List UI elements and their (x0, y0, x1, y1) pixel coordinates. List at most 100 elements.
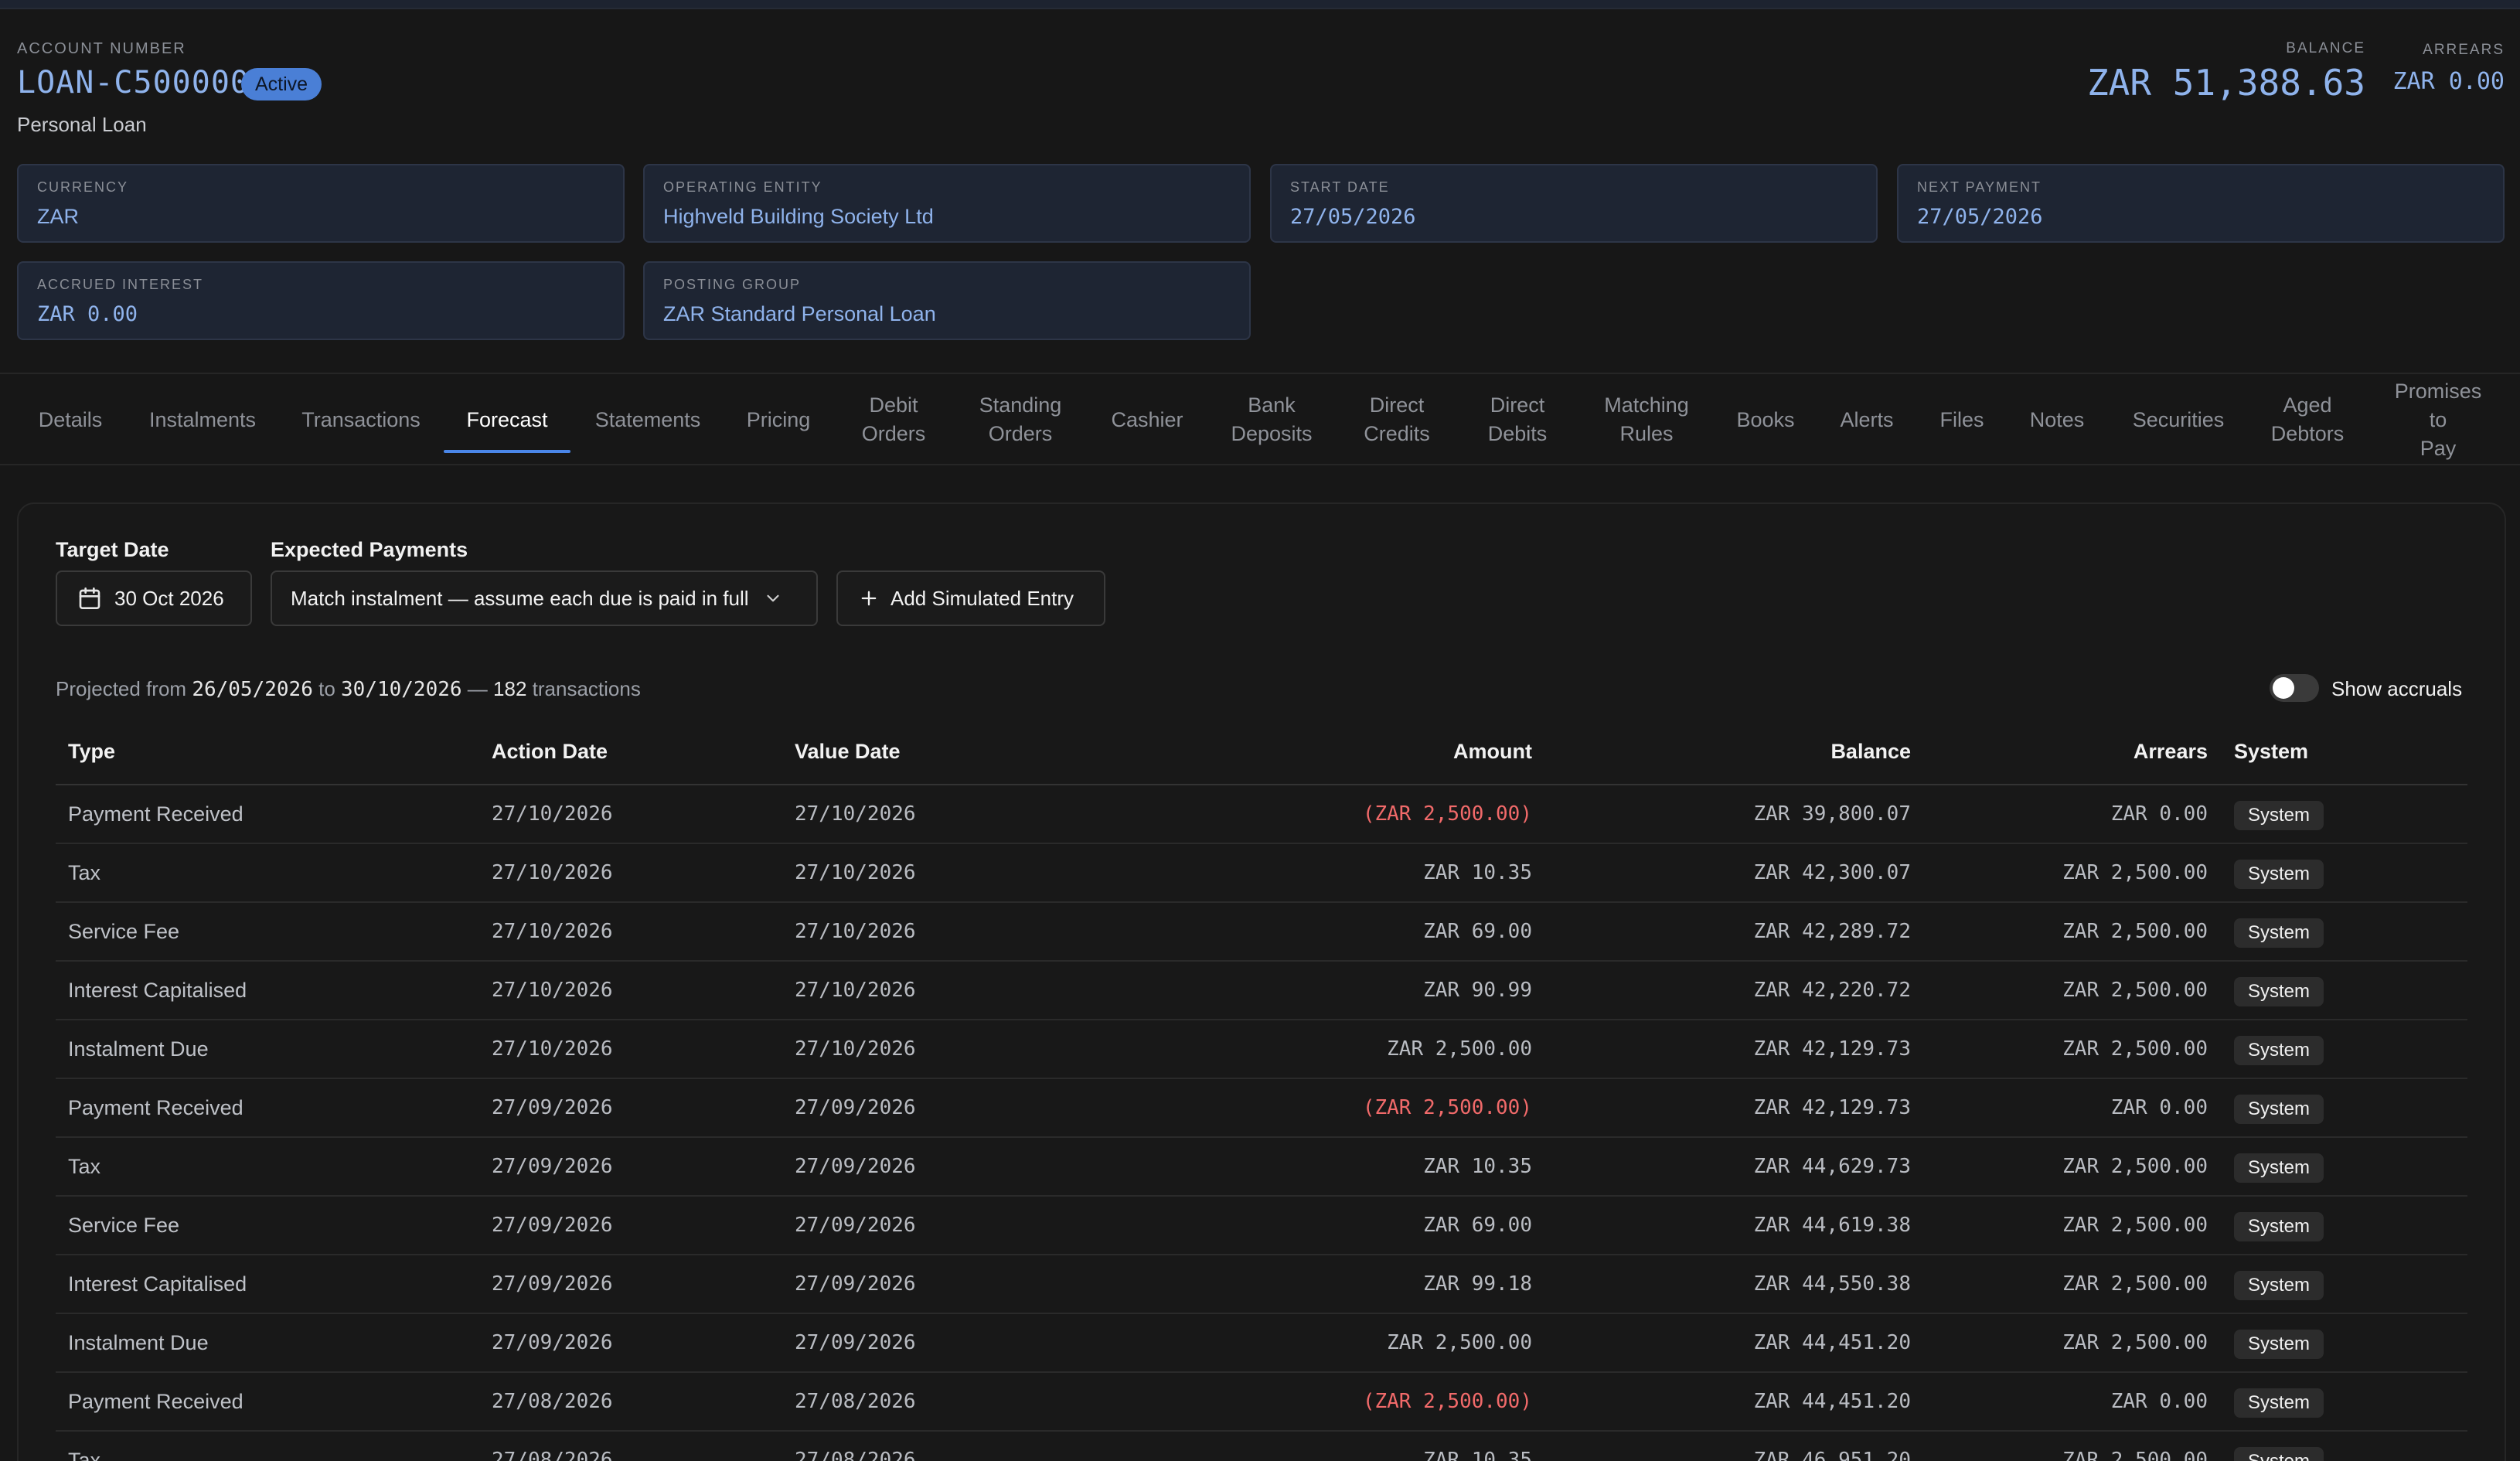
tab-bank-deposits[interactable]: Bank Deposits (1231, 393, 1313, 445)
cell-type: Instalment Due (68, 1331, 209, 1354)
cell-type: Interest Capitalised (68, 979, 247, 1002)
cell-amount: (ZAR 2,500.00) (1362, 1390, 1532, 1413)
table-row[interactable]: Payment Received 27/08/2026 27/08/2026 (ZAR… (56, 1373, 2467, 1432)
system-badge: System (2234, 1330, 2324, 1359)
card-accrued-interest: ACCRUED INTEREST ZAR 0.00 (17, 261, 625, 340)
show-accruals-toggle[interactable] (2270, 674, 2319, 702)
card-value: ZAR 0.00 (37, 302, 138, 326)
cell-type: Service Fee (68, 1214, 180, 1237)
table-row[interactable]: Tax 27/08/2026 27/08/2026 ZAR 10.35 ZAR 46,9… (56, 1432, 2467, 1461)
cell-amount: ZAR 10.35 (1423, 1155, 1532, 1178)
system-badge: System (2234, 1271, 2324, 1300)
cell-amount: ZAR 69.00 (1423, 1214, 1532, 1237)
table-row[interactable]: Interest Capitalised 27/09/2026 27/09/2026… (56, 1255, 2467, 1314)
table-row[interactable]: Instalment Due 27/10/2026 27/10/2026 ZAR 2,… (56, 1020, 2467, 1079)
system-badge: System (2234, 1388, 2324, 1418)
balance-stat: BALANCE ZAR 51,388.63 (2087, 40, 2365, 104)
cell-action-date: 27/08/2026 (492, 1390, 613, 1413)
tab-matching-rules[interactable]: Matching Rules (1604, 393, 1689, 445)
cell-type: Tax (68, 1155, 101, 1178)
target-date-label: Target Date (56, 538, 169, 561)
tab-debit-orders[interactable]: Debit Orders (861, 393, 926, 445)
tab-notes[interactable]: Notes (2029, 407, 2085, 431)
system-badge: System (2234, 918, 2324, 948)
cell-amount: ZAR 2,500.00 (1387, 1331, 1532, 1354)
tab-books[interactable]: Books (1736, 407, 1795, 431)
show-accruals-label: Show accruals (2331, 677, 2463, 700)
tab-direct-debits[interactable]: Direct Debits (1487, 393, 1548, 445)
tab-alerts[interactable]: Alerts (1840, 407, 1894, 431)
table-row[interactable]: Service Fee 27/09/2026 27/09/2026 ZAR 69.00… (56, 1197, 2467, 1255)
col-action-date: Action Date (492, 740, 608, 763)
tab-files[interactable]: Files (1939, 407, 1984, 431)
tab-securities[interactable]: Securities (2132, 407, 2225, 431)
cell-action-date: 27/09/2026 (492, 1096, 613, 1119)
cell-value-date: 27/09/2026 (795, 1214, 916, 1237)
cell-arrears: ZAR 2,500.00 (2062, 1331, 2208, 1354)
table-row[interactable]: Interest Capitalised 27/10/2026 27/10/2026… (56, 962, 2467, 1020)
toggle-knob (2273, 677, 2294, 699)
cell-action-date: 27/09/2026 (492, 1155, 613, 1178)
card-next-payment: NEXT PAYMENT 27/05/2026 (1897, 164, 2505, 243)
tab-forecast[interactable]: Forecast (444, 374, 570, 465)
card-operating-entity: OPERATING ENTITY Highveld Building Socie… (643, 164, 1251, 243)
balance-label: BALANCE (2286, 40, 2365, 56)
balance-value: ZAR 51,388.63 (2086, 62, 2365, 104)
col-type: Type (68, 740, 116, 763)
cell-type: Interest Capitalised (68, 1272, 247, 1296)
card-currency: CURRENCY ZAR (17, 164, 625, 243)
system-badge: System (2234, 1153, 2324, 1183)
cell-value-date: 27/08/2026 (795, 1449, 916, 1461)
cell-balance: ZAR 46,951.20 (1753, 1449, 1912, 1461)
cell-type: Service Fee (68, 920, 180, 943)
system-badge: System (2234, 801, 2324, 830)
product-name: Personal Loan (17, 113, 147, 136)
tab-cashier[interactable]: Cashier (1111, 407, 1183, 431)
table-row[interactable]: Payment Received 27/10/2026 27/10/2026 (ZAR… (56, 785, 2467, 844)
card-posting-group: POSTING GROUP ZAR Standard Personal Loan (643, 261, 1251, 340)
card-label: START DATE (1290, 179, 1390, 195)
cell-balance: ZAR 39,800.07 (1753, 802, 1912, 826)
tab-promises-to-pay[interactable]: Promises to Pay (2394, 379, 2482, 460)
target-date-picker[interactable]: 30 Oct 2026 (56, 570, 252, 626)
cell-arrears: ZAR 2,500.00 (2062, 920, 2208, 943)
table-row[interactable]: Tax 27/09/2026 27/09/2026 ZAR 10.35 ZAR 44,6… (56, 1138, 2467, 1197)
calendar-icon (79, 587, 100, 609)
cell-amount: ZAR 10.35 (1423, 1449, 1532, 1461)
card-value: 27/05/2026 (1290, 205, 1416, 229)
cell-action-date: 27/08/2026 (492, 1449, 613, 1461)
expected-payments-select[interactable]: Match instalment — assume each due is pa… (271, 570, 818, 626)
table-row[interactable]: Instalment Due 27/09/2026 27/09/2026 ZAR 2,… (56, 1314, 2467, 1373)
summary-prefix: Projected from (56, 677, 187, 700)
table-row[interactable]: Payment Received 27/09/2026 27/09/2026 (ZAR… (56, 1079, 2467, 1138)
table-row[interactable]: Service Fee 27/10/2026 27/10/2026 ZAR 69.00… (56, 903, 2467, 962)
tab-direct-credits[interactable]: Direct Credits (1364, 393, 1430, 445)
cell-arrears: ZAR 0.00 (2110, 1096, 2208, 1119)
tab-aged-debtors[interactable]: Aged Debtors (2270, 393, 2345, 445)
cell-action-date: 27/10/2026 (492, 861, 613, 884)
system-badge: System (2234, 1212, 2324, 1241)
card-label: CURRENCY (37, 179, 129, 195)
expected-payments-value: Match instalment — assume each due is pa… (291, 586, 749, 610)
tab-details[interactable]: Details (38, 407, 103, 431)
arrears-stat: ARREARS ZAR 0.00 (2393, 42, 2505, 95)
system-badge: System (2234, 1036, 2324, 1065)
cell-action-date: 27/10/2026 (492, 920, 613, 943)
cell-value-date: 27/09/2026 (795, 1331, 916, 1354)
cell-type: Payment Received (68, 802, 243, 826)
forecast-panel (17, 502, 2506, 1461)
table-header: Type Action Date Value Date Amount Balan… (56, 727, 2467, 785)
plus-icon (861, 591, 877, 606)
summary-to: to (318, 677, 335, 700)
table-row[interactable]: Tax 27/10/2026 27/10/2026 ZAR 10.35 ZAR 42,3… (56, 844, 2467, 903)
add-simulated-entry-button[interactable]: Add Simulated Entry (836, 570, 1105, 626)
tab-instalments[interactable]: Instalments (148, 407, 257, 431)
tab-pricing[interactable]: Pricing (746, 407, 811, 431)
tab-transactions[interactable]: Transactions (301, 407, 421, 431)
from-date: 26/05/2026 (192, 678, 313, 701)
tab-standing-orders[interactable]: Standing Orders (979, 393, 1062, 445)
cell-type: Payment Received (68, 1096, 243, 1119)
cell-arrears: ZAR 2,500.00 (2062, 1155, 2208, 1178)
tab-statements[interactable]: Statements (594, 407, 701, 431)
system-badge: System (2234, 1447, 2324, 1461)
